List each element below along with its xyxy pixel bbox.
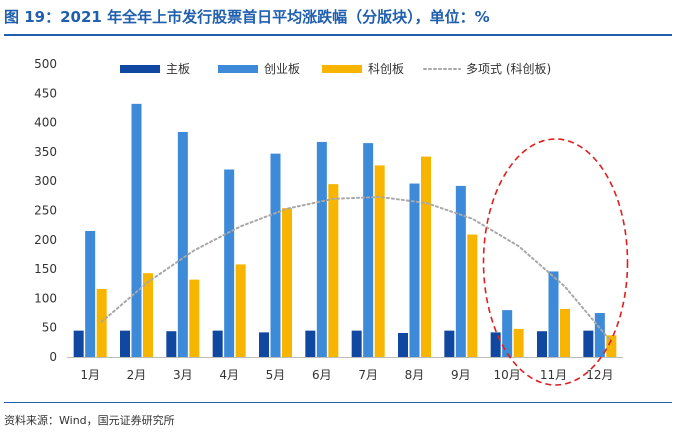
bar-main-board: [583, 330, 594, 357]
bar-star-market: [282, 208, 292, 357]
title-rule: [4, 34, 672, 36]
x-tick-label: 4月: [219, 368, 239, 382]
bar-star-market: [235, 264, 246, 357]
bar-main-board: [305, 330, 316, 357]
y-tick-label: 100: [34, 291, 57, 305]
x-tick-label: 9月: [451, 368, 471, 382]
y-tick-label: 400: [34, 116, 57, 130]
bar-star-market: [560, 308, 570, 357]
bar-main-board: [490, 332, 501, 357]
bar-main-board: [444, 330, 455, 357]
bar-star-market: [96, 289, 107, 357]
bar-chinext: [131, 103, 142, 358]
trendline-star-market: [100, 195, 613, 343]
bar-chinext: [316, 141, 327, 357]
y-tick-label: 300: [34, 174, 57, 188]
bar-main-board: [351, 330, 362, 357]
source-rule: [4, 402, 672, 403]
legend-star-market-label: 科创板: [368, 62, 404, 76]
bar-main-board: [120, 330, 130, 357]
y-tick-label: 150: [34, 262, 57, 276]
bar-chinext: [270, 153, 281, 357]
bar-chinext: [363, 143, 374, 357]
bar-chinext: [455, 185, 466, 357]
bar-main-board: [166, 331, 177, 357]
y-tick-label: 200: [34, 233, 57, 247]
bar-star-market: [606, 335, 617, 357]
bar-star-market: [143, 273, 153, 357]
bar-chinext: [502, 310, 513, 357]
x-tick-label: 8月: [405, 368, 425, 382]
bar-main-board: [73, 330, 84, 357]
legend-main-board-swatch: [120, 65, 160, 73]
x-tick-label: 11月: [540, 368, 567, 382]
highlight-ellipse: [482, 138, 629, 386]
x-tick-label: 7月: [358, 368, 378, 382]
bar-main-board: [212, 330, 223, 357]
source-note: 资料来源：Wind，国元证券研究所: [4, 414, 175, 427]
bar-star-market: [421, 156, 431, 357]
bar-chinext: [177, 131, 188, 357]
bar-star-market: [189, 279, 200, 357]
legend-trendline-label: 多项式 (科创板): [466, 62, 551, 76]
y-tick-label: 0: [49, 350, 57, 364]
bar-chinext: [594, 313, 605, 357]
bar-chart: 0 50 100 150 200 250 300 350 400 450 500 1月 2月 3月 4月 5月…: [34, 57, 629, 386]
x-tick-label: 6月: [312, 368, 332, 382]
legend-chinext-label: 创业板: [264, 62, 300, 76]
legend-chinext-swatch: [218, 65, 258, 73]
bar-chinext: [85, 231, 96, 357]
x-tick-label: 5月: [266, 368, 286, 382]
figure-title: 图 19：2021 年全年上市发行股票首日平均涨跌幅（分版块），单位：%: [4, 8, 490, 26]
x-tick-label: 10月: [494, 368, 521, 382]
bar-star-market: [328, 184, 339, 357]
bar-chinext: [224, 169, 235, 357]
bar-star-market: [374, 165, 385, 357]
bar-star-market: [513, 328, 524, 357]
y-tick-label: 350: [34, 145, 57, 159]
y-tick-label: 250: [34, 204, 57, 218]
bar-main-board: [537, 331, 547, 357]
bar-main-board: [398, 332, 408, 357]
bar-star-market: [467, 234, 478, 357]
y-tick-label: 450: [34, 86, 57, 100]
x-tick-label: 2月: [127, 368, 147, 382]
legend-star-market-swatch: [322, 65, 362, 73]
x-tick-label: 1月: [80, 368, 100, 382]
y-tick-label: 50: [42, 321, 57, 335]
y-tick-label: 500: [34, 57, 57, 71]
bar-chinext: [409, 183, 420, 357]
bar-main-board: [259, 332, 269, 357]
x-tick-label: 12月: [586, 368, 613, 382]
bar-chinext: [548, 271, 559, 357]
legend-main-board-label: 主板: [166, 62, 190, 76]
x-tick-label: 3月: [173, 368, 193, 382]
